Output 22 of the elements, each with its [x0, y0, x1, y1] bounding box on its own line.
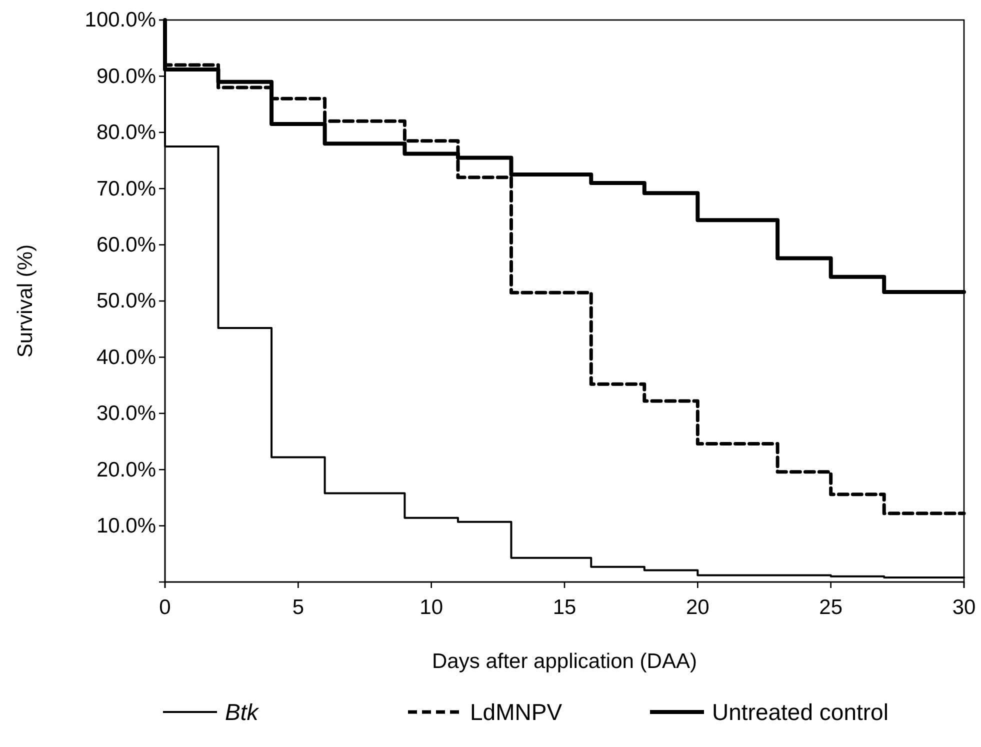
y-tick-label: 20.0%: [96, 458, 156, 482]
y-tick-label: 70.0%: [96, 177, 156, 200]
x-tick-label: 30: [952, 596, 976, 620]
y-tick-label: 10.0%: [96, 514, 156, 538]
y-axis-title: Survival (%): [14, 244, 37, 358]
y-tick-label: 40.0%: [96, 346, 156, 369]
x-tick-label: 0: [159, 596, 171, 620]
x-axis-title: Days after application (DAA): [432, 650, 697, 673]
x-tick-label: 10: [420, 596, 444, 620]
legend-label: Untreated control: [712, 699, 888, 725]
x-tick-label: 20: [686, 596, 710, 620]
x-tick-label: 25: [819, 596, 843, 620]
y-tick-label: 80.0%: [96, 121, 156, 144]
y-tick-label: 90.0%: [96, 64, 156, 88]
y-tick-label: 60.0%: [96, 234, 156, 257]
x-tick-label: 5: [292, 596, 304, 620]
y-tick-label: 100.0%: [84, 8, 156, 32]
y-tick-label: 30.0%: [96, 402, 156, 426]
y-tick-label: 50.0%: [96, 290, 156, 313]
x-tick-label: 15: [552, 596, 576, 620]
legend-label: LdMNPV: [470, 699, 563, 725]
legend-label: Btk: [225, 699, 260, 725]
